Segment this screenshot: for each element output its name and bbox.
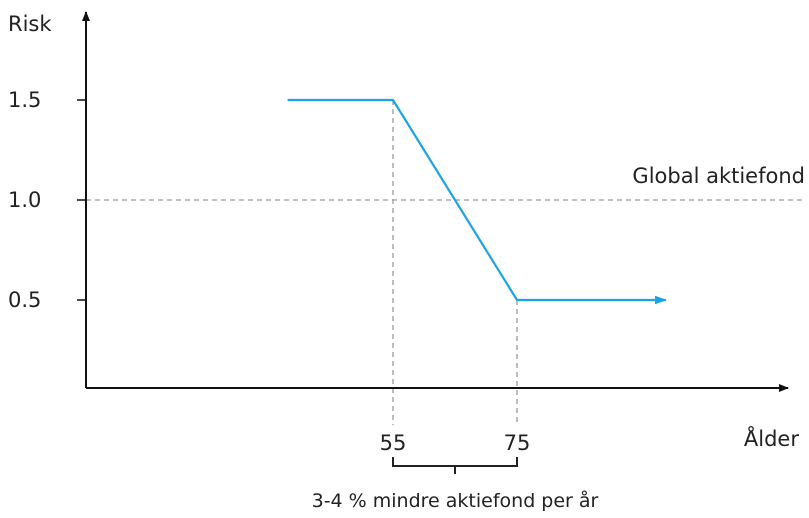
y-tick-label: 1.5 [8,88,41,112]
risk-series-line [287,98,667,305]
x-axis-label: Ålder [744,425,799,451]
age-range-bracket [392,457,518,474]
guide-lines [86,100,806,425]
y-tick-labels: 1.5 1.0 0.5 [8,88,86,312]
x-tick-label: 75 [504,431,531,455]
x-tick-labels: 55 75 [380,431,531,455]
bracket-label: 3-4 % mindre aktiefond per år [312,489,599,512]
y-tick-label: 0.5 [8,288,41,312]
y-axis-label: Risk [8,12,52,36]
x-tick-label: 55 [380,431,407,455]
reference-line-label: Global aktiefond [632,164,805,188]
y-tick-label: 1.0 [8,188,41,212]
series-layer [287,98,667,305]
